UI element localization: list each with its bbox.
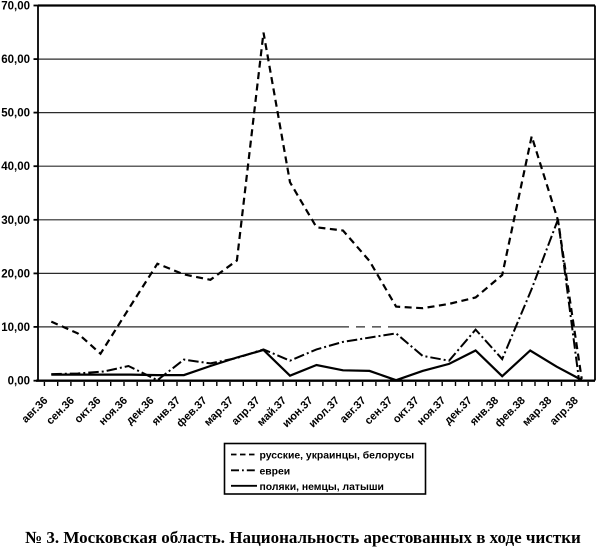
svg-text:10,00: 10,00 [1,322,30,334]
svg-text:апр.38: апр.38 [548,395,581,428]
svg-text:№ 3. Московская область. Нацио: № 3. Московская область. Национальность … [25,528,581,547]
svg-text:русские, украинцы, белорусы: русские, украинцы, белорусы [260,450,415,462]
svg-text:40,00: 40,00 [1,161,30,173]
svg-text:ноя.36: ноя.36 [97,395,130,428]
svg-text:поляки, немцы, латыши: поляки, немцы, латыши [260,482,384,493]
svg-text:евреи: евреи [260,466,291,477]
svg-text:20,00: 20,00 [1,268,30,280]
svg-text:сен.36: сен.36 [44,395,77,428]
svg-text:ноя.37: ноя.37 [415,395,448,428]
svg-text:70,00: 70,00 [1,1,30,13]
svg-text:мар.37: мар.37 [202,395,236,429]
svg-text:60,00: 60,00 [1,54,30,66]
svg-text:сен.37: сен.37 [363,395,396,428]
svg-text:50,00: 50,00 [1,108,30,120]
svg-text:мар.38: мар.38 [520,395,554,429]
svg-text:0,00: 0,00 [8,376,30,388]
svg-text:30,00: 30,00 [1,215,30,227]
